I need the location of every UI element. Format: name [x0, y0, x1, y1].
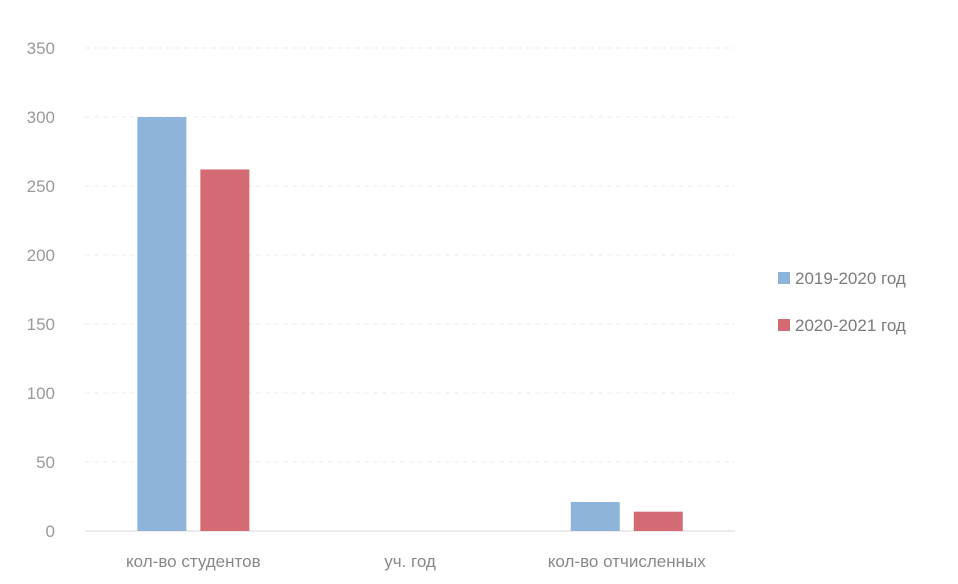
bar-series-2-cat-1	[200, 169, 250, 531]
legend-swatch-1	[778, 272, 790, 284]
x-category-label: кол-во студентов	[126, 552, 261, 571]
y-tick-label: 50	[36, 453, 55, 472]
y-tick-label: 150	[27, 315, 55, 334]
legend: 2019-2020 год 2020-2021 год	[778, 269, 906, 335]
x-category-label: кол-во отчисленных	[548, 552, 706, 571]
y-tick-label: 300	[27, 108, 55, 127]
gridlines	[85, 47, 735, 532]
bar-series-1-cat-1	[137, 117, 187, 531]
y-axis-ticks: 0 50 100 150 200 250 300 350	[27, 39, 55, 541]
x-category-label: уч. год	[384, 552, 436, 571]
y-tick-label: 350	[27, 39, 55, 58]
bar-series-2-cat-3	[633, 511, 683, 531]
legend-label-1: 2019-2020 год	[795, 269, 906, 288]
legend-label-2: 2020-2021 год	[795, 316, 906, 335]
bars	[137, 117, 683, 531]
x-axis-categories: кол-во студентов уч. год кол-во отчисленны…	[126, 552, 706, 571]
y-tick-label: 200	[27, 246, 55, 265]
y-tick-label: 250	[27, 177, 55, 196]
legend-swatch-2	[778, 319, 790, 331]
y-tick-label: 0	[46, 522, 55, 541]
bar-series-1-cat-3	[570, 502, 620, 531]
y-tick-label: 100	[27, 384, 55, 403]
